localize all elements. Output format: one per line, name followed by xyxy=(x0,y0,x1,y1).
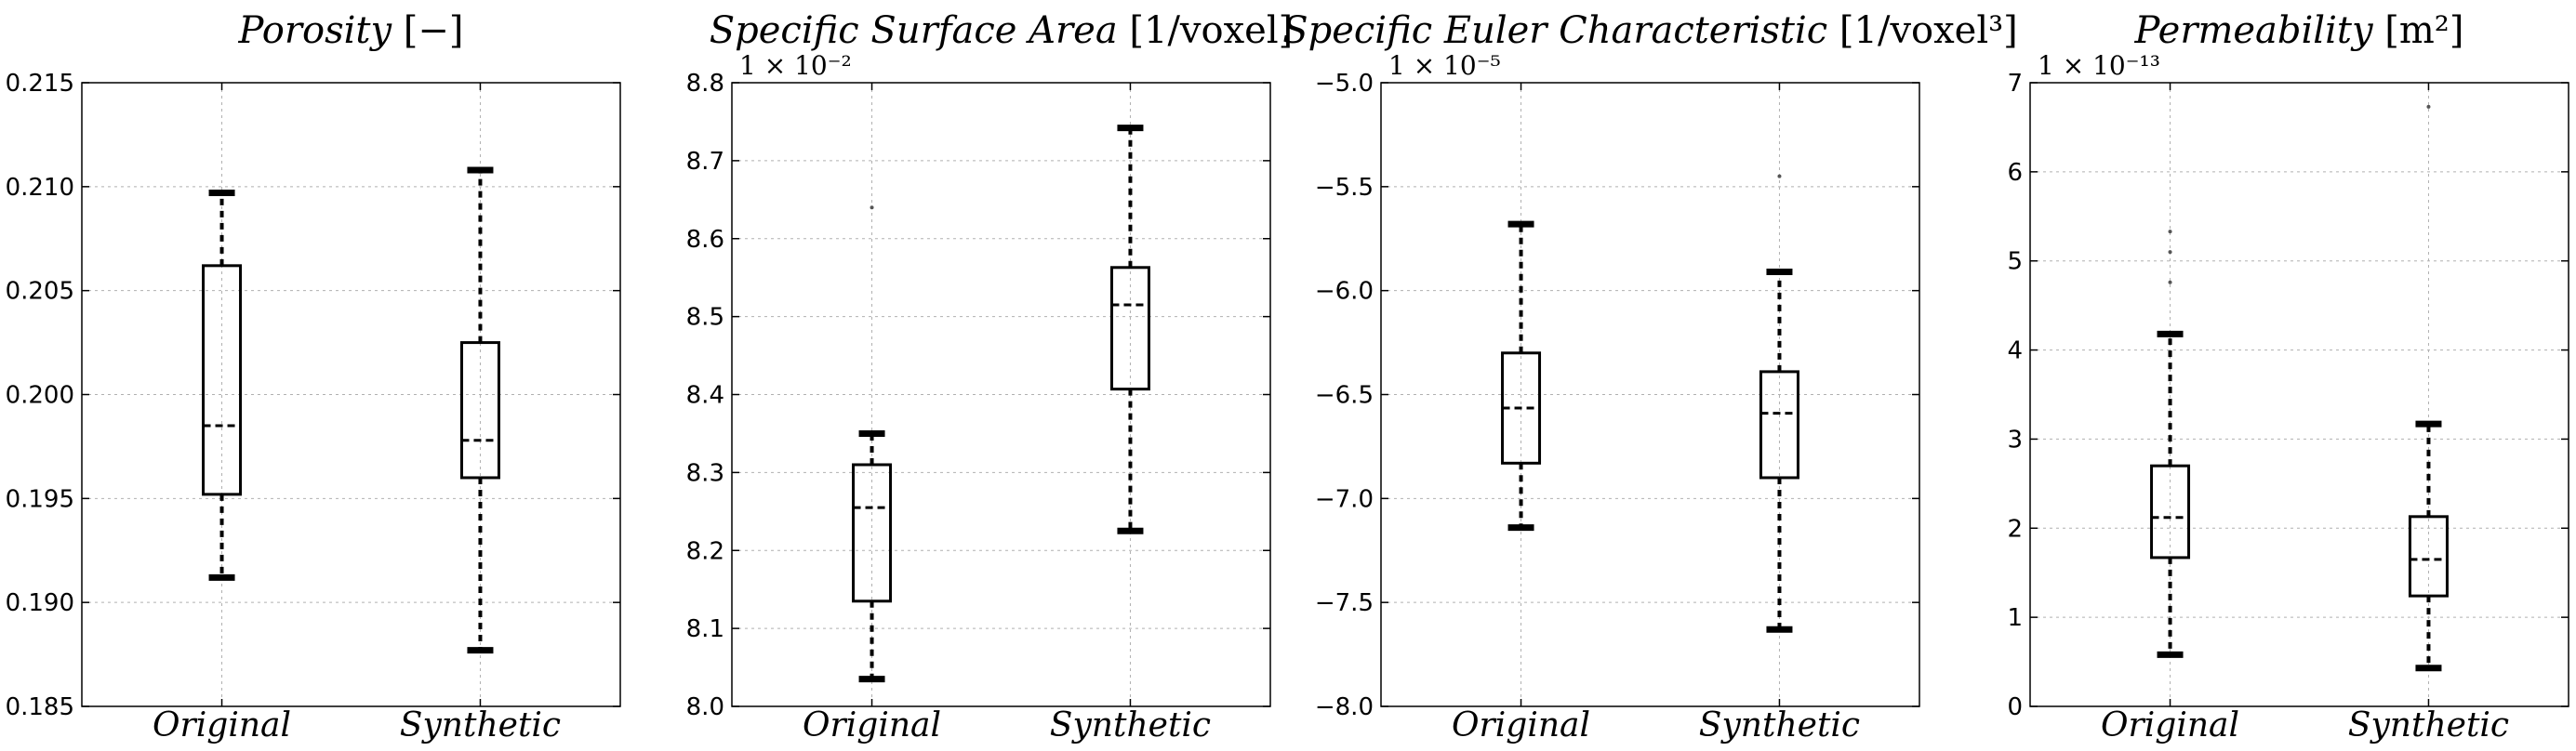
y-tick-label: 8.5 xyxy=(686,304,724,332)
x-category-label: Synthetic xyxy=(2348,706,2509,744)
title-group: Specific Surface Area [1/voxel] xyxy=(710,9,1293,52)
y-tick-label: 7 xyxy=(2007,70,2023,98)
y-tick-label: 4 xyxy=(2007,337,2023,365)
y-tick-label: 1 xyxy=(2007,604,2023,632)
y-tick-label: 0 xyxy=(2007,693,2023,721)
box-original xyxy=(2150,230,2191,658)
y-tick-label: 0.215 xyxy=(6,70,74,98)
box-synthetic xyxy=(459,166,500,654)
y-tick-label: −7.0 xyxy=(1315,485,1374,513)
flier-point xyxy=(870,205,874,210)
chart-title-text: Permeability xyxy=(2134,9,2385,52)
x-category-label: Synthetic xyxy=(1699,706,1860,744)
y-tick-label: 8.4 xyxy=(686,382,724,410)
chart-title-text: Specific Euler Characteristic xyxy=(1282,9,1839,52)
title-group: Permeability [m²] xyxy=(2134,9,2464,52)
title-group: Porosity [−] xyxy=(237,9,463,52)
x-category-label: Original xyxy=(1452,706,1590,744)
y-tick-label: 5 xyxy=(2007,248,2023,276)
iqr-box xyxy=(1109,266,1150,391)
chart-title: Specific Euler Characteristic [1/voxel³] xyxy=(1282,9,2018,52)
chart-title: Specific Surface Area [1/voxel] xyxy=(710,9,1293,52)
y-tick-label: 3 xyxy=(2007,426,2023,454)
y-tick-label: 8.7 xyxy=(686,148,724,176)
y-tick-label: −6.0 xyxy=(1315,278,1374,306)
y-tick-label: 0.190 xyxy=(6,589,74,617)
y-tick-label: 6 xyxy=(2007,159,2023,187)
iqr-box xyxy=(1759,370,1799,480)
chart-unit: [1/voxel] xyxy=(1129,9,1293,52)
box-synthetic xyxy=(1759,174,1799,633)
flier-point xyxy=(2168,250,2172,255)
box-synthetic xyxy=(2408,104,2449,672)
y-tick-label: 8.8 xyxy=(686,70,724,98)
iqr-box xyxy=(2150,464,2191,560)
flier-point xyxy=(2168,280,2172,284)
chart-panel-1: 0.185 0.190 0.195 0.200 0.205 0.210 0.215 Origi… xyxy=(6,9,621,744)
axis-multiplier: 1 × 10⁻¹³ xyxy=(2038,50,2160,81)
flier-point xyxy=(2426,104,2431,109)
chart-unit: [1/voxel³] xyxy=(1839,9,2018,52)
y-tick-label: 2 xyxy=(2007,515,2023,543)
y-tick-label: 0.210 xyxy=(6,174,74,202)
y-tick-label: −7.5 xyxy=(1315,589,1374,617)
plot-frame xyxy=(2029,82,2569,707)
y-tick-label: 8.1 xyxy=(686,615,724,643)
chart-unit: [m²] xyxy=(2384,9,2463,52)
box-original xyxy=(202,190,243,581)
iqr-box xyxy=(2408,515,2449,598)
chart-panel-3: −8.0 −7.5 −7.0 −6.5 −6.0 −5.5 −5.0 Original Synt… xyxy=(1282,9,2018,744)
x-category-label: Original xyxy=(803,706,941,744)
y-tick-label: 0.195 xyxy=(6,485,74,513)
chart-panel-4: 0 1 2 3 4 5 6 7 Original Synthetic Permeability [m… xyxy=(2007,9,2569,744)
y-tick-label: −5.5 xyxy=(1315,174,1374,202)
title-group: Specific Euler Characteristic [1/voxel³] xyxy=(1282,9,2018,52)
axis-multiplier: 1 × 10⁻² xyxy=(739,50,852,81)
axis-multiplier: 1 × 10⁻⁵ xyxy=(1388,50,1501,81)
box-original xyxy=(1501,220,1542,532)
y-tick-label: −8.0 xyxy=(1315,693,1374,721)
y-tick-label: 8.2 xyxy=(686,537,724,565)
chart-title: Porosity [−] xyxy=(237,9,463,52)
chart-title-text: Specific Surface Area xyxy=(710,9,1130,52)
chart-title-text: Porosity xyxy=(237,9,403,52)
x-category-label: Synthetic xyxy=(1050,706,1211,744)
chart-unit: [−] xyxy=(404,9,464,52)
chart-panel-2: 8.0 8.1 8.2 8.3 8.4 8.5 8.6 8.7 8.8 Original Synth… xyxy=(686,9,1294,744)
y-tick-label: −6.5 xyxy=(1315,382,1374,410)
flier-point xyxy=(1777,174,1782,178)
flier-point xyxy=(2168,230,2172,234)
plot-frame xyxy=(1380,82,1920,707)
x-category-label: Original xyxy=(2101,706,2239,744)
iqr-box xyxy=(852,463,893,603)
chart-title: Permeability [m²] xyxy=(2134,9,2464,52)
iqr-box xyxy=(202,264,243,496)
y-tick-label: 0.200 xyxy=(6,382,74,410)
y-tick-label: −5.0 xyxy=(1315,70,1374,98)
y-tick-label: 0.205 xyxy=(6,278,74,306)
y-tick-label: 0.185 xyxy=(6,693,74,721)
y-tick-label: 8.3 xyxy=(686,459,724,487)
x-category-label: Original xyxy=(153,706,291,744)
plot-frame xyxy=(731,82,1271,707)
y-tick-label: 8.0 xyxy=(686,693,724,721)
box-synthetic xyxy=(1109,125,1150,534)
iqr-box xyxy=(459,341,500,480)
plot-frame xyxy=(81,82,621,707)
box-original xyxy=(852,205,893,683)
x-category-label: Synthetic xyxy=(400,706,561,744)
y-tick-label: 8.6 xyxy=(686,226,724,254)
